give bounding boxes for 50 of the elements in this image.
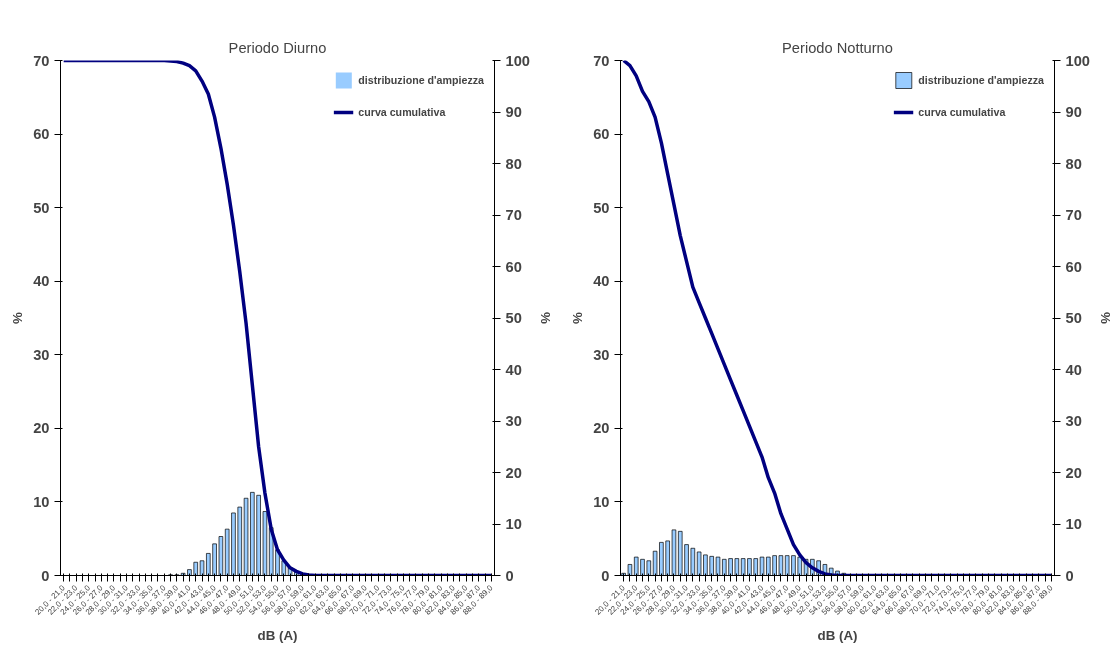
legend-label: curva cumulativa — [358, 106, 446, 118]
y2-tick-label: 40 — [1065, 361, 1082, 378]
y2-tick-label: 60 — [505, 258, 522, 275]
y2-tick-label: 0 — [1065, 567, 1074, 584]
y2-tick-label: 80 — [505, 155, 522, 172]
y-tick-label: 70 — [33, 52, 50, 69]
y2-tick-label: 80 — [1065, 155, 1082, 172]
y-tick-label: 0 — [41, 567, 50, 584]
y2-tick-label: 40 — [505, 361, 522, 378]
x-axis-title: dB (A) — [257, 627, 298, 643]
y-tick-label: 0 — [601, 567, 610, 584]
y-tick-label: 60 — [593, 126, 610, 143]
y2-tick-label: 20 — [1065, 464, 1082, 481]
y-tick-label: 70 — [593, 52, 610, 69]
x-axis-title: dB (A) — [817, 627, 858, 643]
y2-tick-label: 60 — [1065, 258, 1082, 275]
y-tick-label: 20 — [593, 420, 610, 437]
y2-tick-label: 90 — [505, 104, 522, 120]
y2-tick-label: 100 — [505, 52, 530, 69]
y-tick-label: 40 — [33, 273, 50, 290]
y2-tick-label: 90 — [1065, 104, 1082, 120]
y2-tick-label: 70 — [505, 207, 522, 223]
y2-tick-label: 10 — [505, 516, 522, 532]
legend-label: curva cumulativa — [918, 106, 1006, 118]
y-tick-label: 50 — [593, 199, 610, 216]
legend-label: distribuzione d'ampiezza — [918, 74, 1044, 86]
y2-tick-label: 30 — [1065, 413, 1082, 429]
y-tick-label: 10 — [593, 493, 610, 510]
y2-tick-label: 50 — [1065, 310, 1082, 326]
y-axis-title: % — [570, 311, 586, 324]
y2-tick-label: 0 — [505, 567, 514, 584]
legend-label: distribuzione d'ampiezza — [358, 74, 484, 86]
y2-axis-title: % — [537, 312, 553, 325]
y-tick-label: 30 — [33, 346, 50, 363]
y2-tick-label: 100 — [1065, 52, 1090, 69]
chart-title: Periodo Notturno — [782, 39, 893, 56]
y2-axis-title: % — [1097, 312, 1113, 325]
y2-tick-label: 20 — [505, 464, 522, 481]
y-tick-label: 20 — [33, 420, 50, 437]
y-tick-label: 10 — [33, 493, 50, 510]
y2-tick-label: 10 — [1065, 516, 1082, 532]
chart-title: Periodo Diurno — [228, 39, 327, 56]
y-axis-title: % — [10, 311, 26, 324]
y-tick-label: 50 — [33, 199, 50, 216]
y2-tick-label: 70 — [1065, 207, 1082, 223]
y-tick-label: 40 — [593, 273, 610, 290]
y2-tick-label: 30 — [505, 413, 522, 429]
y2-tick-label: 50 — [505, 310, 522, 326]
y-tick-label: 60 — [33, 126, 50, 143]
y-tick-label: 30 — [593, 346, 610, 363]
